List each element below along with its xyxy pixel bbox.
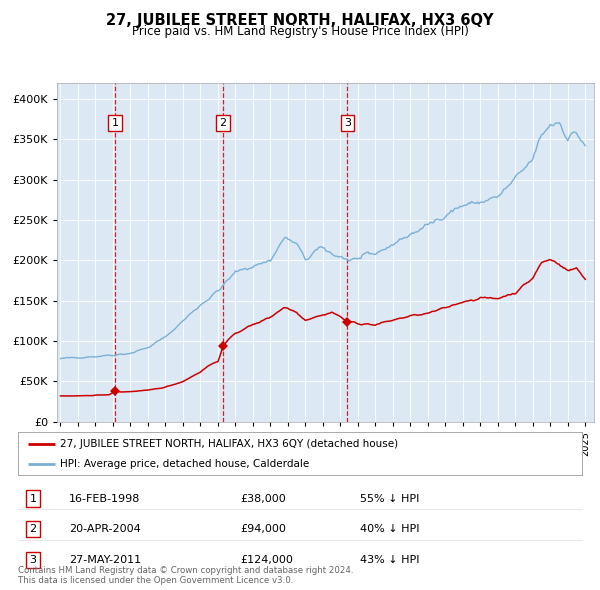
Text: £38,000: £38,000 <box>240 494 286 503</box>
Text: 20-APR-2004: 20-APR-2004 <box>69 525 141 534</box>
Text: 40% ↓ HPI: 40% ↓ HPI <box>360 525 419 534</box>
Text: 55% ↓ HPI: 55% ↓ HPI <box>360 494 419 503</box>
Text: 3: 3 <box>344 118 351 128</box>
Text: 3: 3 <box>29 555 37 565</box>
Text: £94,000: £94,000 <box>240 525 286 534</box>
Text: 16-FEB-1998: 16-FEB-1998 <box>69 494 140 503</box>
Text: 27-MAY-2011: 27-MAY-2011 <box>69 555 141 565</box>
Text: 2: 2 <box>220 118 227 128</box>
Text: 1: 1 <box>29 494 37 503</box>
Text: 27, JUBILEE STREET NORTH, HALIFAX, HX3 6QY (detached house): 27, JUBILEE STREET NORTH, HALIFAX, HX3 6… <box>60 440 398 450</box>
Text: HPI: Average price, detached house, Calderdale: HPI: Average price, detached house, Cald… <box>60 460 310 469</box>
Text: Price paid vs. HM Land Registry's House Price Index (HPI): Price paid vs. HM Land Registry's House … <box>131 25 469 38</box>
Text: 1: 1 <box>112 118 119 128</box>
Text: 43% ↓ HPI: 43% ↓ HPI <box>360 555 419 565</box>
Text: 2: 2 <box>29 525 37 534</box>
Text: Contains HM Land Registry data © Crown copyright and database right 2024.
This d: Contains HM Land Registry data © Crown c… <box>18 566 353 585</box>
Text: 27, JUBILEE STREET NORTH, HALIFAX, HX3 6QY: 27, JUBILEE STREET NORTH, HALIFAX, HX3 6… <box>106 13 494 28</box>
Text: £124,000: £124,000 <box>240 555 293 565</box>
